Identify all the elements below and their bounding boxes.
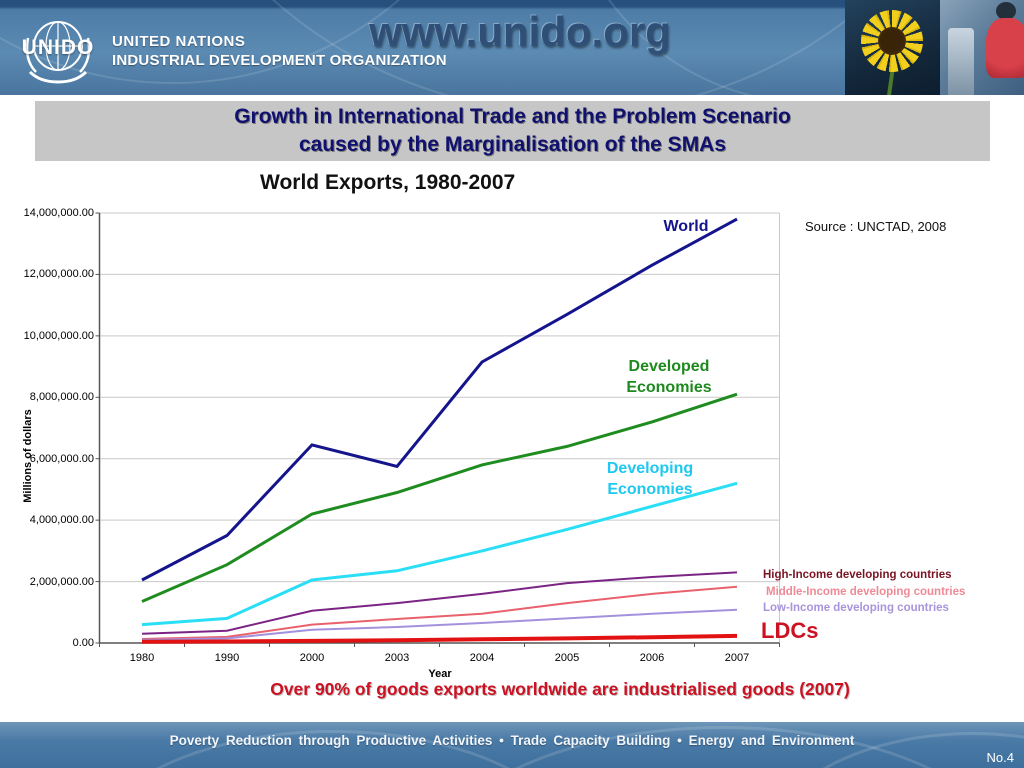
series-line-ldcs <box>141 633 738 644</box>
series-label-developing-line2: Economies <box>607 481 693 498</box>
slide-title-line2: caused by the Marginalisation of the SMA… <box>298 133 727 156</box>
sunflower-core <box>878 27 906 55</box>
y-axis-tick-label: 4,000,000.00 <box>29 514 94 527</box>
series-label-developing-line1: Developing <box>606 460 694 477</box>
footer-tagline: Poverty Reduction through Productive Act… <box>169 733 855 748</box>
x-axis-tick-label: 1980 <box>129 652 155 664</box>
series-line-low-income-developing-countries <box>141 608 738 641</box>
series-label-low-income: Low-Income developing countries <box>763 602 949 614</box>
slide-title-line1: Growth in International Trade and the Pr… <box>234 105 791 128</box>
series-label-middle-income: Middle-Income developing countries <box>766 586 966 598</box>
series-label-world: World <box>663 218 709 235</box>
series-label-ldcs: LDCs <box>761 618 819 643</box>
series-label-developed: Developed Economies <box>604 356 734 398</box>
chart-title: World Exports, 1980-2007 <box>260 171 516 194</box>
unido-logo-text: UNIDO <box>21 36 95 59</box>
series-line-high-income-developing-countries <box>141 571 738 635</box>
unido-logo-icon: UNIDO <box>18 8 98 88</box>
x-axis-tick-label: 2000 <box>299 652 325 664</box>
y-axis-tick-label: 10,000,000.00 <box>23 329 94 342</box>
y-axis-tick-label: 12,000,000.00 <box>23 268 94 281</box>
series-label-developed-line2: Economies <box>626 379 712 396</box>
org-name-line1: UNITED NATIONS <box>112 33 246 50</box>
industry-photo <box>940 0 1024 95</box>
y-axis-title: Millions of dollars <box>22 409 34 503</box>
footer-banner: Poverty Reduction through Productive Act… <box>0 722 1024 768</box>
org-name-line2: INDUSTRIAL DEVELOPMENT ORGANIZATION <box>112 52 447 69</box>
sunflower-photo <box>845 0 940 95</box>
series-line-developing-economies <box>141 481 738 627</box>
y-axis-tick-label: 0.00 <box>72 637 94 649</box>
website-watermark: www.unido.org <box>369 8 671 55</box>
key-message-caption: Over 90% of goods exports worldwide are … <box>270 679 850 699</box>
org-name: UNITED NATIONS INDUSTRIAL DEVELOPMENT OR… <box>112 32 447 70</box>
x-axis-tick-label: 2006 <box>639 652 665 664</box>
page-number: No.4 <box>986 750 1014 765</box>
factory-tower <box>948 28 974 95</box>
y-axis-tick-label: 2,000,000.00 <box>29 575 94 588</box>
slide-title-bar: Growth in International Trade and the Pr… <box>35 101 990 161</box>
y-axis-tick-label: 8,000,000.00 <box>29 391 94 404</box>
series-line-middle-income-developing-countries <box>141 585 738 640</box>
series-label-developed-line1: Developed <box>628 358 710 375</box>
series-label-developing: Developing Economies <box>585 458 715 500</box>
source-note: Source : UNCTAD, 2008 <box>805 219 947 234</box>
series-label-high-income: High-Income developing countries <box>763 569 952 581</box>
series-line-world <box>141 217 738 582</box>
x-axis-tick-label: 2005 <box>554 652 580 664</box>
x-axis-tick-label: 2007 <box>724 652 750 664</box>
x-axis-tick-label: 2003 <box>384 652 410 664</box>
worker-figure <box>996 2 1016 20</box>
worker-figure <box>986 18 1024 78</box>
x-axis-tick-label: 2004 <box>469 652 495 664</box>
header-banner: UNIDO UNITED NATIONS INDUSTRIAL DEVELOPM… <box>0 0 1024 95</box>
y-axis-tick-label: 14,000,000.00 <box>23 207 94 219</box>
x-axis-tick-label: 1990 <box>214 652 240 664</box>
x-axis-title: Year <box>428 668 452 680</box>
y-axis-tick-label: 6,000,000.00 <box>29 452 94 465</box>
